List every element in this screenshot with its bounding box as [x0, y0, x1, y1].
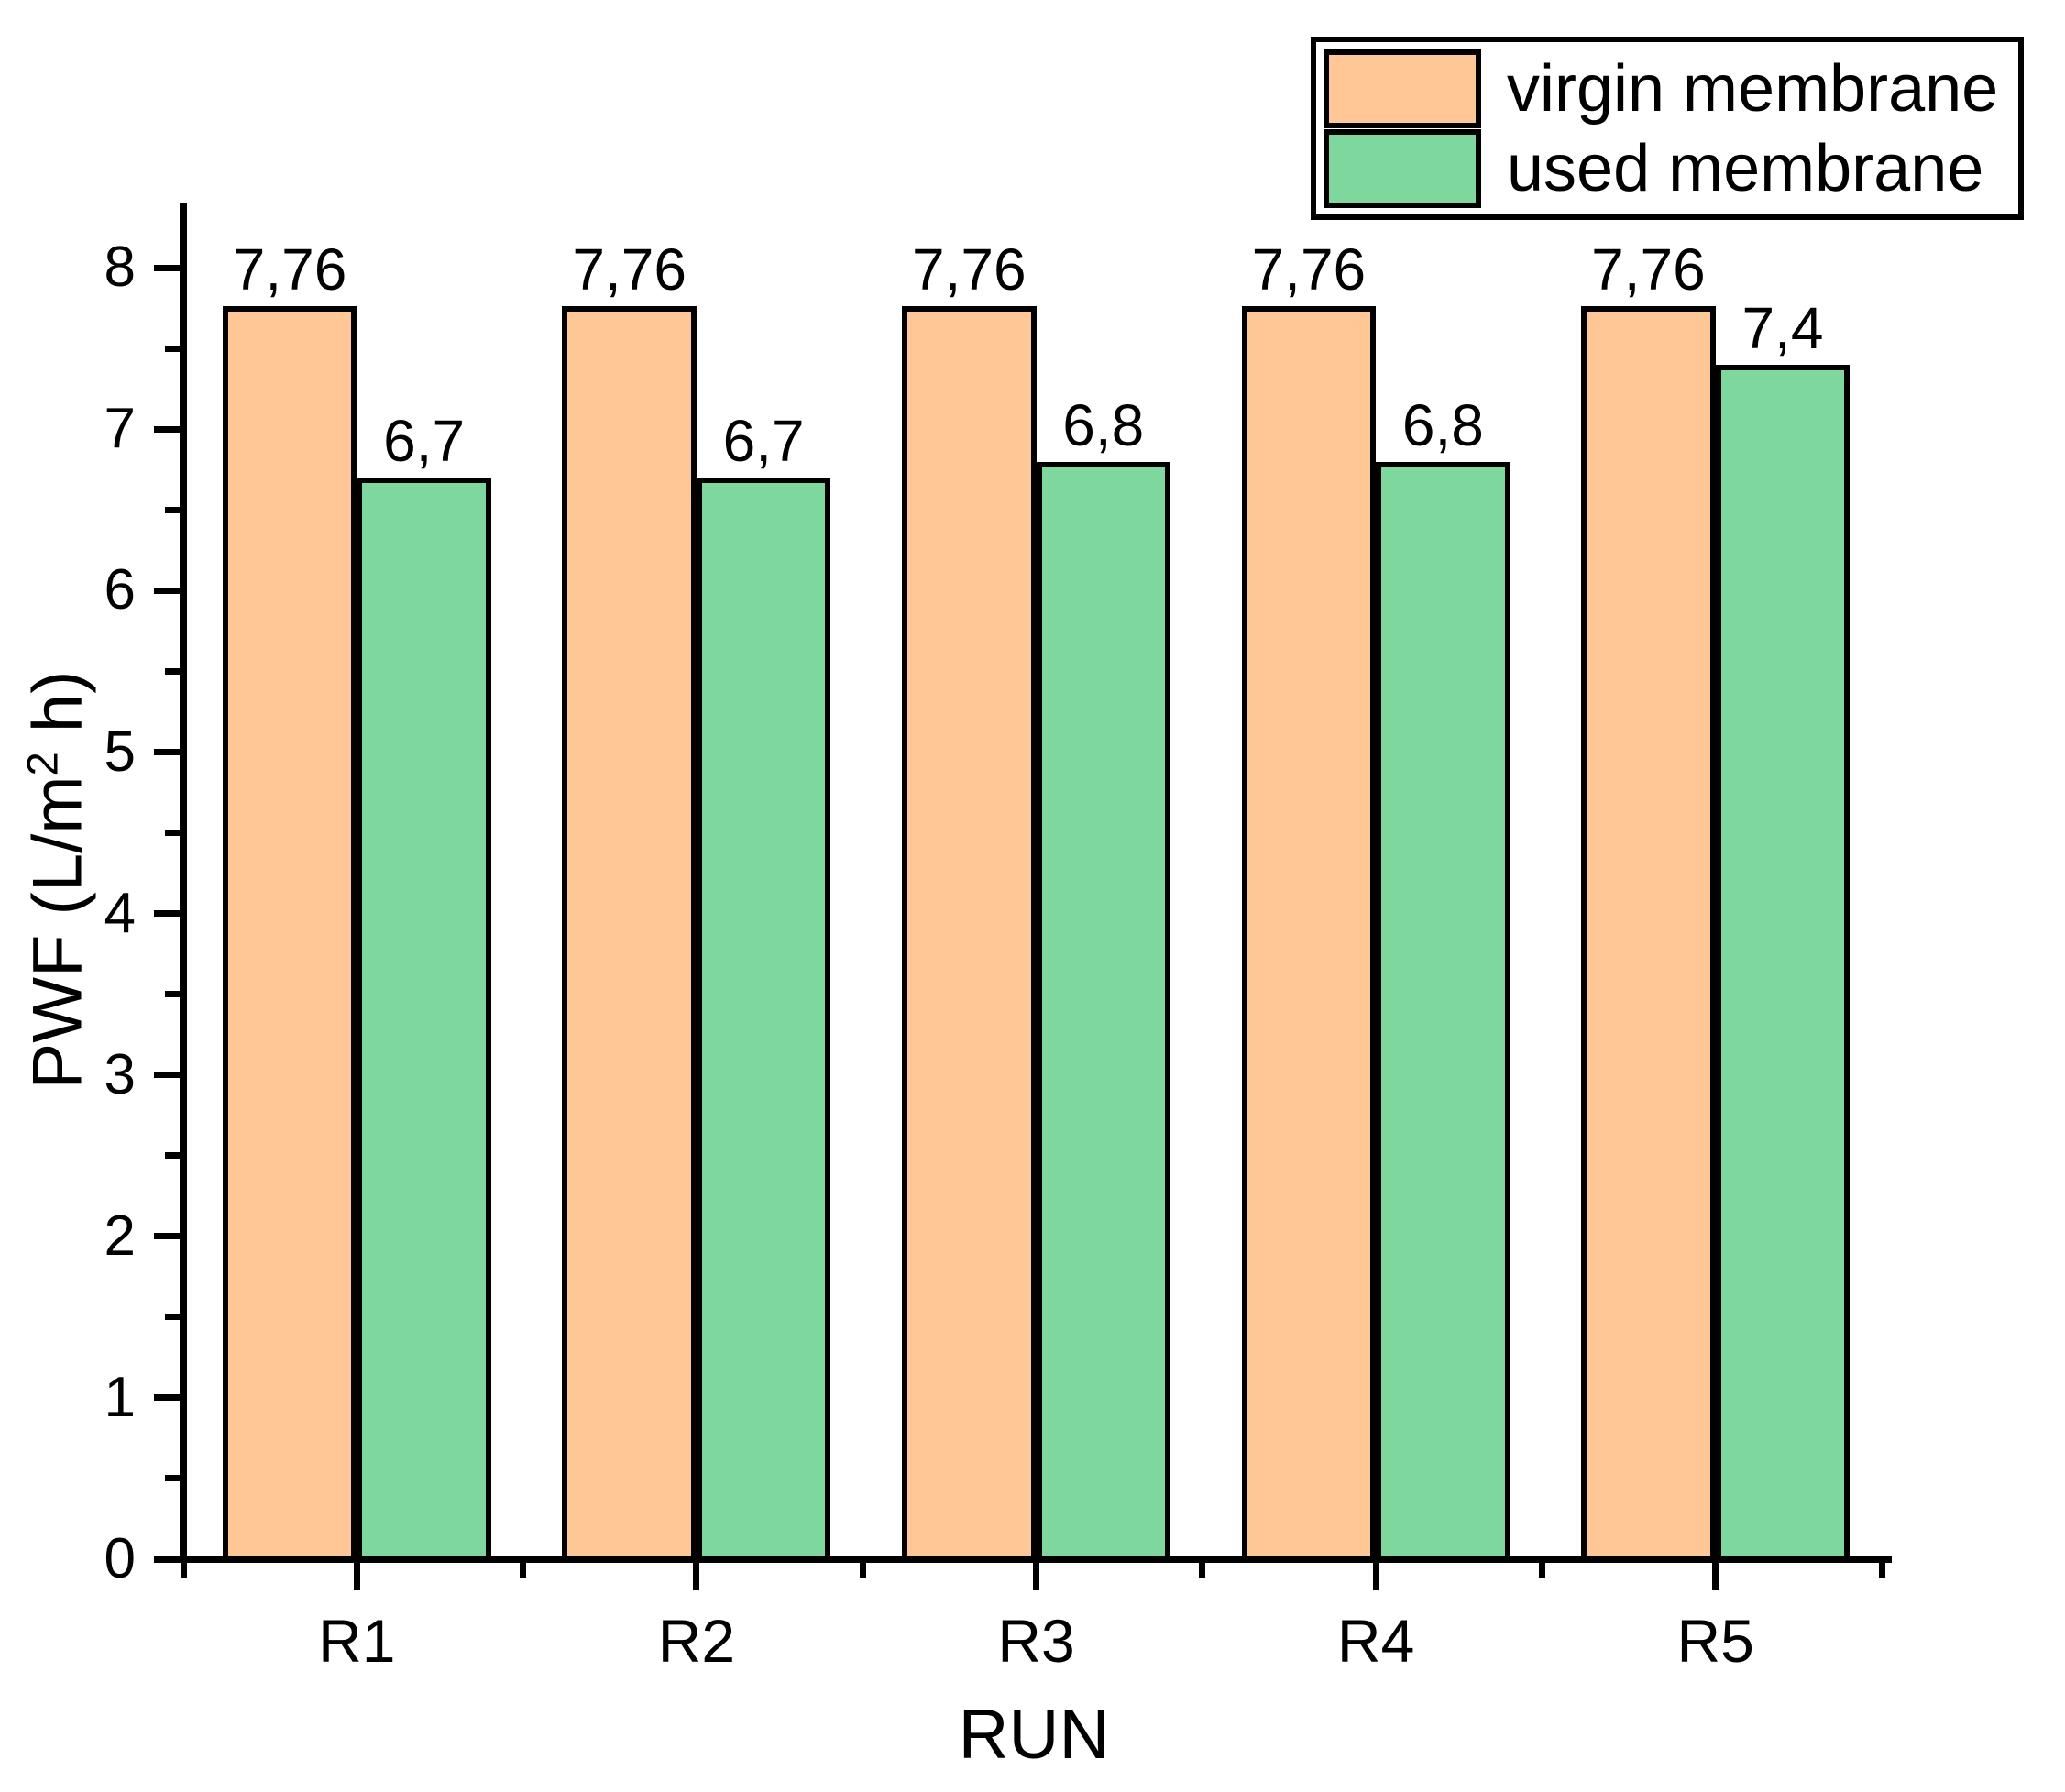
x-major-tick	[353, 1563, 360, 1590]
bar-value-label: 6,7	[383, 408, 466, 475]
bar-used-r3	[1036, 461, 1170, 1563]
x-axis-line	[180, 1556, 1892, 1563]
x-tick-label: R2	[657, 1607, 736, 1675]
y-axis-title-suffix: h)	[18, 670, 97, 752]
y-major-tick	[154, 910, 180, 918]
bar-value-label: 7,76	[1591, 236, 1706, 303]
x-tick-label: R4	[1336, 1607, 1415, 1675]
x-minor-tick	[1538, 1563, 1545, 1578]
legend-label: used membrane	[1507, 131, 1984, 205]
bar-value-label: 7,76	[911, 236, 1027, 303]
used-membrane-swatch-icon	[1324, 128, 1481, 208]
y-tick-label: 0	[104, 1527, 136, 1590]
bar-used-r2	[696, 478, 831, 1563]
bar-value-label: 7,76	[572, 236, 687, 303]
y-major-tick	[154, 264, 180, 271]
y-major-tick	[154, 587, 180, 594]
x-tick-label: R3	[997, 1607, 1075, 1675]
x-tick-label: R5	[1676, 1607, 1754, 1675]
x-minor-tick	[180, 1563, 187, 1578]
legend: virgin membrane used membrane	[1311, 37, 2024, 220]
bar-virgin-r5	[1581, 306, 1716, 1563]
y-minor-tick	[165, 991, 180, 998]
bar-value-label: 6,8	[1062, 391, 1145, 458]
y-minor-tick	[165, 1314, 180, 1321]
bar-value-label: 6,7	[722, 408, 805, 475]
x-major-tick	[1712, 1563, 1719, 1590]
y-tick-label: 8	[104, 236, 136, 300]
y-major-tick	[154, 425, 180, 433]
x-major-tick	[693, 1563, 700, 1590]
bar-value-label: 7,4	[1741, 294, 1824, 361]
y-axis-line	[180, 203, 187, 1563]
y-tick-label: 5	[104, 720, 136, 784]
y-major-tick	[154, 1394, 180, 1402]
y-tick-label: 7	[104, 397, 136, 461]
y-axis-title-prefix: PWF (L/m	[18, 775, 97, 1089]
y-major-tick	[154, 1556, 180, 1563]
y-axis-title-superscript: 2	[17, 751, 67, 775]
bar-virgin-r1	[222, 306, 357, 1563]
legend-item-used-membrane: used membrane	[1324, 128, 2009, 208]
y-minor-tick	[165, 345, 180, 352]
y-minor-tick	[165, 667, 180, 675]
y-minor-tick	[165, 1152, 180, 1160]
bar-value-label: 7,76	[1251, 236, 1367, 303]
y-tick-label: 3	[104, 1042, 136, 1106]
x-minor-tick	[1878, 1563, 1885, 1578]
y-tick-label: 1	[104, 1365, 136, 1429]
y-major-tick	[154, 749, 180, 755]
y-tick-label: 2	[104, 1204, 136, 1268]
bar-value-label: 7,76	[232, 236, 347, 303]
legend-label: virgin membrane	[1507, 51, 1999, 126]
bar-used-r1	[357, 478, 491, 1563]
y-axis-title: PWF (L/m2 h)	[17, 670, 96, 1089]
bar-value-label: 6,8	[1401, 391, 1484, 458]
x-major-tick	[1372, 1563, 1379, 1590]
x-major-tick	[1033, 1563, 1039, 1590]
legend-item-virgin-membrane: virgin membrane	[1324, 49, 2009, 128]
y-minor-tick	[165, 506, 180, 513]
virgin-membrane-swatch-icon	[1324, 49, 1481, 128]
y-major-tick	[154, 1072, 180, 1079]
x-tick-label: R1	[318, 1607, 396, 1675]
x-minor-tick	[859, 1563, 866, 1578]
y-minor-tick	[165, 1475, 180, 1482]
y-major-tick	[154, 1233, 180, 1240]
y-tick-label: 4	[104, 881, 136, 945]
y-tick-label: 6	[104, 558, 136, 622]
x-minor-tick	[520, 1563, 527, 1578]
bar-virgin-r4	[1241, 306, 1377, 1563]
y-minor-tick	[165, 830, 180, 837]
bar-virgin-r2	[562, 306, 697, 1563]
bar-virgin-r3	[902, 306, 1037, 1563]
bar-used-r4	[1376, 461, 1510, 1563]
bar-used-r5	[1715, 364, 1851, 1563]
x-axis-title: RUN	[958, 1696, 1110, 1774]
x-minor-tick	[1199, 1563, 1206, 1578]
